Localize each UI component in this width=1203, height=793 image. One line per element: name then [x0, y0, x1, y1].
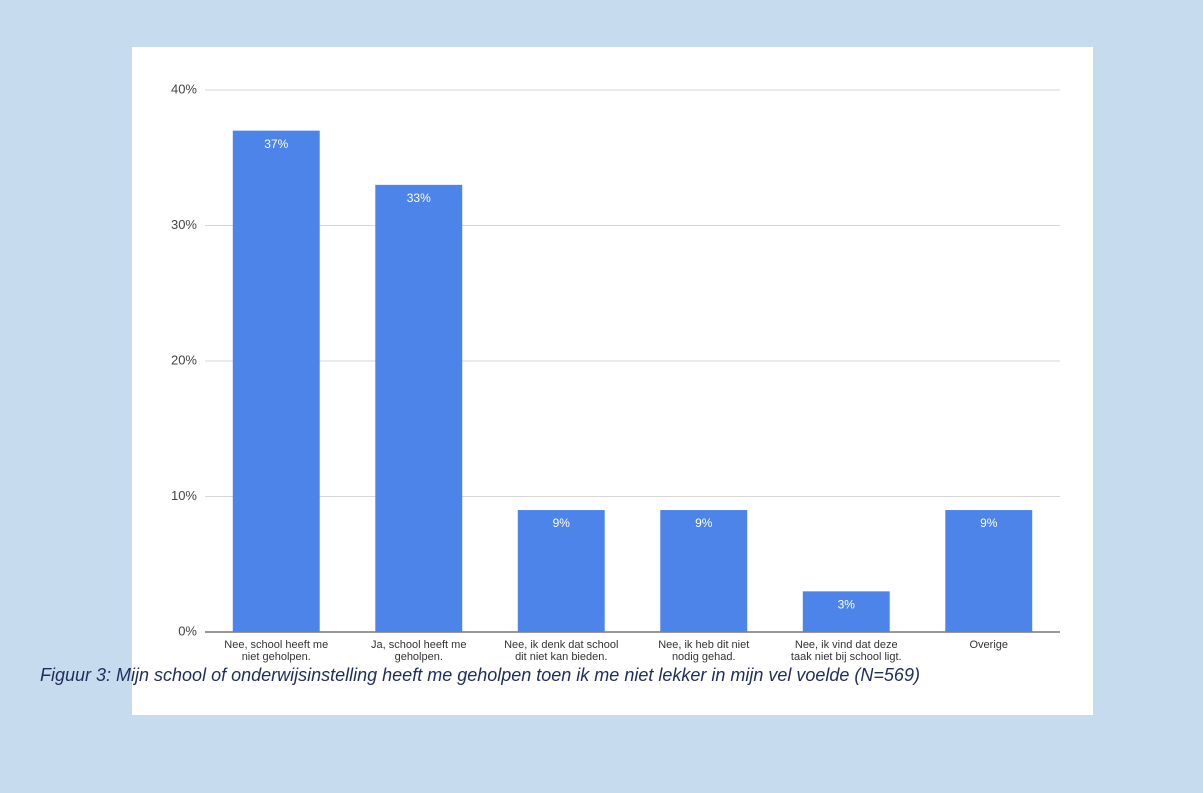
x-tick-label: Ja, school heeft me geholpen.	[371, 639, 467, 663]
y-tick-label: 40%	[171, 81, 197, 96]
x-tick-label: Nee, ik denk dat school dit niet kan bie…	[504, 639, 619, 663]
value-label: 9%	[553, 516, 571, 530]
value-label: 37%	[264, 137, 288, 151]
y-tick-label: 0%	[178, 623, 197, 638]
bar	[517, 510, 605, 632]
y-tick-label: 20%	[171, 352, 197, 367]
x-tick-label: Nee, ik heb dit niet nodig gehad.	[658, 639, 750, 663]
bar	[232, 130, 320, 632]
y-tick-label: 30%	[171, 217, 197, 232]
bar	[660, 510, 748, 632]
caption: Figuur 3: Mijn school of onderwijsinstel…	[40, 665, 920, 685]
bar	[375, 184, 463, 632]
x-tick-label: Overige	[969, 639, 1009, 651]
x-tick-label: Nee, ik vind dat deze taak niet bij scho…	[790, 639, 902, 663]
y-tick-label: 10%	[171, 488, 197, 503]
x-tick-label: Nee, school heeft me niet geholpen.	[224, 639, 329, 663]
value-label: 9%	[695, 516, 713, 530]
value-label: 33%	[407, 191, 431, 205]
value-label: 9%	[980, 516, 998, 530]
bar	[802, 591, 890, 632]
bar	[945, 510, 1033, 632]
value-label: 3%	[838, 598, 856, 612]
